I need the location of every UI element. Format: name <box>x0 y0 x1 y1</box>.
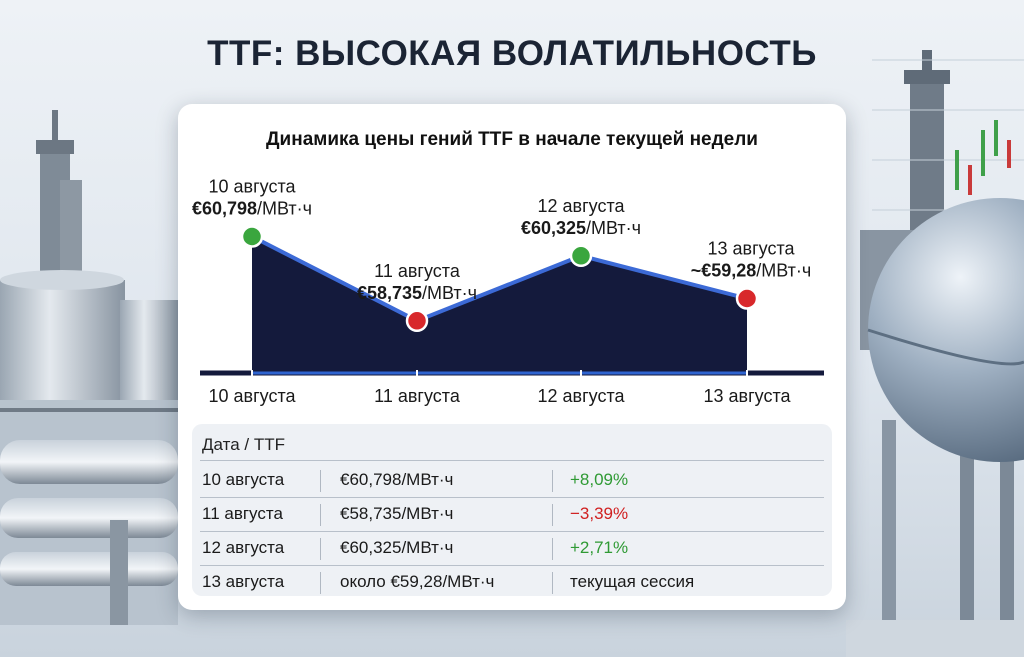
table-header: Дата / TTF <box>202 435 285 454</box>
data-label-date: 10 августа <box>208 177 296 197</box>
row-price: около €59,28/МВт·ч <box>340 572 495 591</box>
row-change: −3,39% <box>570 504 629 523</box>
data-label-value: €60,798/МВт·ч <box>192 199 312 219</box>
data-label-value: ~€59,28/МВт·ч <box>691 261 812 281</box>
row-date: 12 августа <box>202 538 285 557</box>
table-row: 12 августа €60,325/МВт·ч +2,71% <box>192 532 832 565</box>
marker-down <box>405 309 429 333</box>
row-change: +8,09% <box>570 470 629 489</box>
row-price: €60,798/МВт·ч <box>340 470 454 489</box>
table-row: 11 августа €58,735/МВт·ч −3,39% <box>192 498 832 531</box>
column-divider <box>552 572 553 594</box>
x-tick-label: 11 августа <box>374 386 461 406</box>
row-price: €58,735/МВт·ч <box>340 504 454 523</box>
row-rule <box>200 497 824 498</box>
table-header-rule <box>200 460 824 461</box>
x-tick-label: 10 августа <box>208 386 296 406</box>
row-rule <box>200 531 824 532</box>
table-row: 10 августа €60,798/МВт·ч +8,09% <box>192 464 832 497</box>
column-divider <box>552 470 553 492</box>
row-date: 11 августа <box>202 504 283 523</box>
row-date: 13 августа <box>202 572 285 591</box>
data-label-date: 13 августа <box>707 239 795 259</box>
row-price: €60,325/МВт·ч <box>340 538 454 557</box>
chart-card: Динамика цены гений TTF в начале текущей… <box>178 104 846 610</box>
marker-up <box>240 225 264 248</box>
column-divider <box>552 504 553 526</box>
column-divider <box>552 538 553 560</box>
marker-up <box>569 244 593 268</box>
column-divider <box>320 504 321 526</box>
x-tick-label: 12 августа <box>537 386 625 406</box>
x-tick-label: 13 августа <box>703 386 791 406</box>
price-area-chart: 10 августа 11 августа 12 августа 13 августа… <box>192 177 824 406</box>
row-rule <box>200 565 824 566</box>
area-fill <box>252 236 747 373</box>
price-table: Дата / TTF 10 августа €60,798/МВт·ч +8,0… <box>192 424 832 596</box>
series-line <box>251 234 748 323</box>
chart-title: Динамика цены гений TTF в начале текущей… <box>266 129 758 150</box>
row-change: +2,71% <box>570 538 629 557</box>
data-label-value: €58,735/МВт·ч <box>357 283 477 303</box>
data-label-date: 12 августа <box>537 196 625 216</box>
data-label-value: €60,325/МВт·ч <box>521 218 641 238</box>
column-divider <box>320 470 321 492</box>
marker-down <box>735 287 759 310</box>
row-date: 10 августа <box>202 470 285 489</box>
table-row: 13 августа около €59,28/МВт·ч текущая се… <box>192 566 832 599</box>
page-headline: TTF: ВЫСОКАЯ ВОЛАТИЛЬНОСТЬ <box>207 34 817 73</box>
column-divider <box>320 538 321 560</box>
column-divider <box>320 572 321 594</box>
data-label-date: 11 августа <box>374 261 461 281</box>
row-change: текущая сессия <box>570 572 695 591</box>
